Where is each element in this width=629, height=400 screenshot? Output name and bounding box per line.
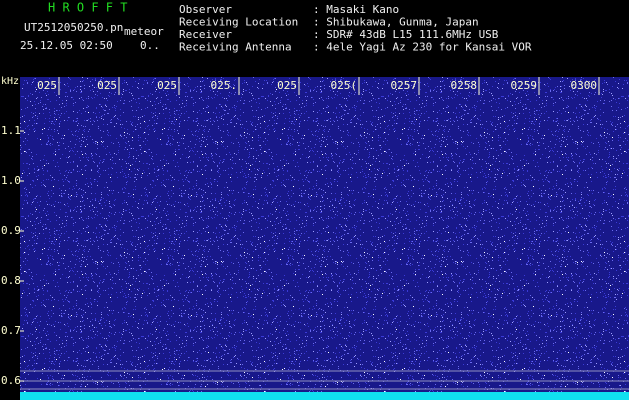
info-fields: Observer : Masaki Kano Receiving Location:… — [179, 3, 532, 54]
x-label: 0259 — [511, 79, 538, 92]
file-name: UT2512050250.pn — [24, 21, 123, 34]
field-value: : Masaki Kano — [313, 3, 399, 16]
field-label: Observer — [179, 3, 232, 16]
field-label: Receiving Location — [179, 16, 298, 29]
signal-band — [20, 392, 629, 400]
y-label: 0.7 — [1, 324, 21, 337]
y-label: 0.6 — [1, 374, 21, 387]
x-label: 025 — [37, 79, 57, 92]
field-label: Receiver — [179, 28, 232, 41]
x-label: 025. — [211, 79, 238, 92]
x-label: 0258 — [451, 79, 478, 92]
counter: 0.. — [140, 39, 160, 52]
tag: meteor — [124, 25, 164, 38]
spectrogram — [20, 77, 629, 400]
axes: 1.1 1.0 0.9 0.8 0.7 0.6 025 025 025 025. 025 025( 02… — [1, 77, 600, 387]
field-value: : SDR# 43dB L15 111.6MHz USB — [313, 28, 499, 41]
field-value: : Shibukawa, Gunma, Japan — [313, 16, 479, 29]
x-label: 0257 — [391, 79, 418, 92]
x-label: 025 — [97, 79, 117, 92]
y-label: 1.1 — [1, 124, 21, 137]
y-unit: kHz — [1, 76, 19, 87]
y-label: 0.9 — [1, 224, 21, 237]
x-label: 025 — [277, 79, 297, 92]
field-label: Receiving Antenna — [179, 41, 292, 54]
app-name: H R O F F T — [48, 1, 127, 15]
x-label: 0300 — [571, 79, 598, 92]
x-label: 025( — [331, 79, 358, 92]
datetime: 25.12.05 02:50 — [20, 39, 113, 52]
y-label: 1.0 — [1, 174, 21, 187]
y-label: 0.8 — [1, 274, 21, 287]
field-value: : 4ele Yagi Az 230 for Kansai VOR — [313, 41, 532, 54]
x-label: 025 — [157, 79, 177, 92]
